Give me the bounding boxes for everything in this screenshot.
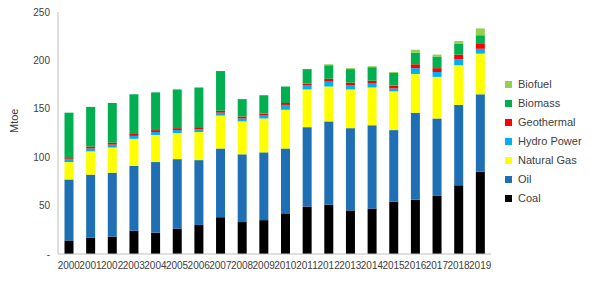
svg-text:2010: 2010	[274, 260, 297, 271]
svg-text:2018: 2018	[447, 260, 470, 271]
html-text:Biofuel: Biofuel	[518, 78, 552, 90]
svg-text:2014: 2014	[361, 260, 384, 271]
html-text:Geothermal: Geothermal	[518, 116, 576, 128]
svg-text:2011: 2011	[296, 260, 318, 271]
svg-text:2001: 2001	[79, 260, 102, 271]
svg-text:2017: 2017	[426, 260, 449, 271]
svg-text:2007: 2007	[209, 260, 232, 271]
svg-text:2004: 2004	[144, 260, 167, 271]
svg-text:2012: 2012	[318, 260, 341, 271]
svg-text:2016: 2016	[404, 260, 427, 271]
svg-text:2002: 2002	[101, 260, 124, 271]
svg-text:50: 50	[39, 200, 51, 211]
html-text:Oil: Oil	[518, 173, 532, 185]
svg-text:2009: 2009	[253, 260, 276, 271]
svg-text:2019: 2019	[469, 260, 492, 271]
svg-text:2008: 2008	[231, 260, 254, 271]
svg-text:Mtoe: Mtoe	[8, 109, 20, 133]
html-text:Coal: Coal	[518, 192, 541, 204]
svg-text:2003: 2003	[123, 260, 146, 271]
html-text:Natural Gas: Natural Gas	[518, 154, 577, 166]
svg-text:2015: 2015	[382, 260, 405, 271]
svg-text:2013: 2013	[339, 260, 362, 271]
html-text:Hydro Power: Hydro Power	[518, 135, 582, 147]
svg-text:250: 250	[33, 7, 50, 18]
svg-text:200: 200	[33, 55, 50, 66]
svg-text:100: 100	[33, 152, 50, 163]
svg-text:2006: 2006	[188, 260, 211, 271]
svg-text:2005: 2005	[166, 260, 189, 271]
html-text:Biomass: Biomass	[518, 97, 561, 109]
svg-text:-: -	[47, 249, 50, 260]
svg-text:2000: 2000	[58, 260, 81, 271]
svg-text:150: 150	[33, 103, 50, 114]
